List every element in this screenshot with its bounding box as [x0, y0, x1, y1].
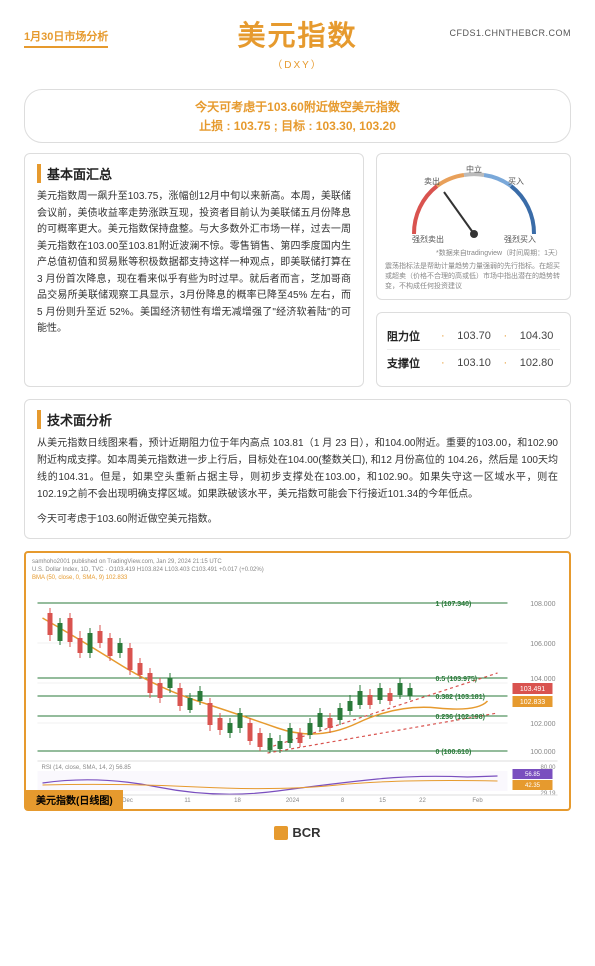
svg-text:29.19: 29.19	[540, 791, 556, 797]
logo-icon	[274, 826, 288, 840]
svg-text:80.00: 80.00	[540, 765, 556, 771]
svg-text:15: 15	[379, 798, 386, 803]
svg-text:8: 8	[341, 798, 345, 803]
support-row: 支撑位 · 103.10 · 102.80	[387, 349, 560, 376]
date-label: 1月30日市场分析	[24, 28, 108, 48]
header-url: CFDS1.CHNTHEBCR.COM	[449, 28, 571, 38]
fundamentals-text: 美元指数周一飙升至103.75，涨幅创12月中旬以来新高。本周，美联储会议前，美…	[37, 189, 351, 338]
svg-text:11: 11	[184, 798, 191, 803]
page-subtitle: （DXY）	[24, 56, 571, 71]
svg-text:103.491: 103.491	[520, 686, 545, 693]
svg-text:1 (107.340): 1 (107.340)	[436, 601, 472, 608]
technical-title: 技术面分析	[37, 410, 558, 429]
svg-text:0 (100.610): 0 (100.610)	[436, 749, 472, 756]
signal-targets: 止损 : 103.75 ; 目标 : 103.30, 103.20	[37, 117, 558, 134]
svg-text:强烈卖出: 强烈卖出	[412, 234, 444, 244]
resistance-row: 阻力位 · 103.70 · 104.30	[387, 323, 560, 349]
candles	[48, 608, 413, 753]
technical-panel: 技术面分析 从美元指数日线图来看，预计近期阻力位于年内高点 103.81（1 月…	[24, 399, 571, 539]
svg-text:0.382 (103.181): 0.382 (103.181)	[436, 694, 485, 701]
chart-caption: 美元指数(日线图)	[26, 790, 123, 809]
svg-text:108.000: 108.000	[530, 601, 555, 608]
svg-text:卖出: 卖出	[424, 176, 440, 186]
svg-text:56.85: 56.85	[525, 772, 541, 778]
svg-text:102.000: 102.000	[530, 721, 555, 728]
svg-text:RSI (14, close, SMA, 14, 2) 56: RSI (14, close, SMA, 14, 2) 56.85	[42, 765, 132, 771]
signal-box: 今天可考虑于103.60附近做空美元指数 止损 : 103.75 ; 目标 : …	[24, 89, 571, 143]
gauge-chart: 中立 卖出 买入 强烈卖出 强烈买入	[394, 164, 554, 244]
candlestick-chart: 1 (107.340) 0.5 (103.975) 0.382 (103.181…	[32, 583, 563, 803]
technical-para1: 从美元指数日线图来看，预计近期阻力位于年内高点 103.81（1 月 23 日）…	[37, 435, 558, 503]
fundamentals-panel: 基本面汇总 美元指数周一飙升至103.75，涨幅创12月中旬以来新高。本周，美联…	[24, 153, 364, 387]
svg-text:Feb: Feb	[472, 798, 483, 803]
svg-text:中立: 中立	[466, 164, 482, 174]
svg-text:22: 22	[419, 798, 426, 803]
chart-meta3: BMA (50, close, 0, SMA, 9) 102.833	[32, 575, 563, 581]
svg-text:100.000: 100.000	[530, 749, 555, 756]
svg-text:104.000: 104.000	[530, 676, 555, 683]
gauge-desc: 震荡指标法是帮助计量趋势力量强弱的先行指标。在超买或超卖（价格不合理的高或低）市…	[385, 262, 562, 291]
svg-text:18: 18	[234, 798, 241, 803]
svg-text:Dec: Dec	[122, 798, 133, 803]
chart-panel: samhoho2001 published on TradingView.com…	[24, 551, 571, 811]
levels-panel: 阻力位 · 103.70 · 104.30 支撑位 · 103.10 · 102…	[376, 312, 571, 387]
chart-meta2: U.S. Dollar Index, 1D, TVC · O103.419 H1…	[32, 567, 563, 573]
gauge-source: *数据来自tradingview（时间周期：1天）	[385, 248, 562, 258]
svg-text:强烈买入: 强烈买入	[504, 235, 536, 244]
svg-text:买入: 买入	[508, 177, 524, 186]
svg-text:2024: 2024	[286, 798, 300, 803]
footer: BCR	[0, 811, 595, 855]
chart-meta1: samhoho2001 published on TradingView.com…	[32, 559, 563, 565]
svg-text:106.000: 106.000	[530, 641, 555, 648]
signal-entry: 今天可考虑于103.60附近做空美元指数	[37, 98, 558, 115]
svg-text:0.236 (102.198): 0.236 (102.198)	[436, 714, 485, 721]
fundamentals-title: 基本面汇总	[37, 164, 351, 183]
svg-text:42.35: 42.35	[525, 783, 541, 789]
svg-text:102.833: 102.833	[520, 699, 545, 706]
gauge-panel: 中立 卖出 买入 强烈卖出 强烈买入 *数据来自tradingview（时间周期…	[376, 153, 571, 300]
svg-text:0.5 (103.975): 0.5 (103.975)	[436, 676, 478, 683]
brand-name: BCR	[292, 825, 320, 840]
technical-para2: 今天可考虑于103.60附近做空美元指数。	[37, 511, 558, 528]
